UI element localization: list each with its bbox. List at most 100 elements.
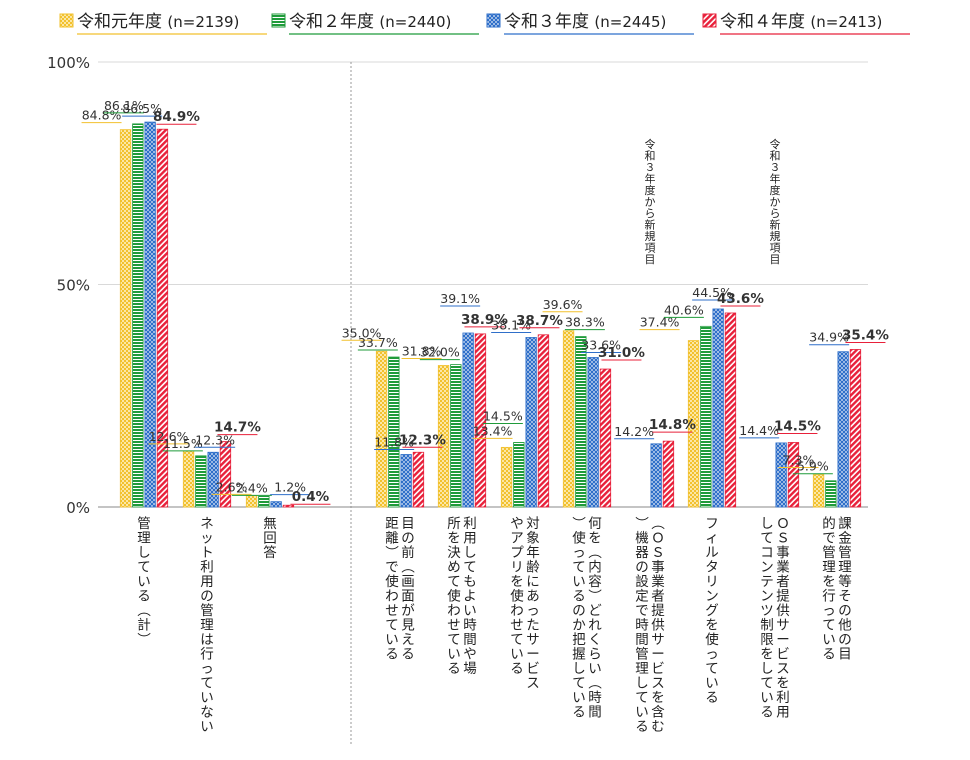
data-label: 14.7% xyxy=(214,420,261,436)
data-label: 12.6% xyxy=(149,429,189,444)
category-label-char: や xyxy=(463,647,477,663)
category-label-char: ル xyxy=(705,545,719,561)
category-label-char: ッ xyxy=(200,531,214,547)
legend-swatch xyxy=(271,13,286,28)
category-label-char: い xyxy=(200,690,214,706)
category-label-char: て xyxy=(760,676,774,692)
category-label-char: を xyxy=(588,531,602,547)
category-label-char: 提 xyxy=(776,589,790,605)
bar xyxy=(587,357,599,508)
category-label-char: 業 xyxy=(651,574,665,590)
category-note-char: 目 xyxy=(645,253,656,266)
category-label-char: テ xyxy=(760,574,774,590)
bar xyxy=(849,349,862,508)
category-label-char: の xyxy=(401,531,415,547)
bar xyxy=(474,333,487,508)
data-label: 14.8% xyxy=(649,417,696,433)
category-label-char: 使 xyxy=(385,573,399,590)
category-label-char: 含 xyxy=(651,705,665,721)
category-label-char: サ xyxy=(526,632,540,648)
category-label-char: 何 xyxy=(588,516,602,532)
category-label-char: 計 xyxy=(137,618,151,634)
category-label-char: 理 xyxy=(200,618,214,634)
category-label-char: め xyxy=(447,560,461,576)
legend-series-n: (n=2445) xyxy=(594,13,666,31)
data-label: 12.3% xyxy=(195,432,235,447)
category-label-char: む xyxy=(651,719,665,735)
category-label-char: い xyxy=(447,647,461,663)
bar xyxy=(375,350,388,508)
category-label-char: 対 xyxy=(526,516,540,532)
category-label-char: の xyxy=(838,603,852,619)
bar xyxy=(219,441,232,508)
category-label-char: て xyxy=(447,574,461,590)
category-label-char: い xyxy=(588,661,602,677)
category-note-char: か xyxy=(770,196,781,209)
category-label-char: わ xyxy=(510,603,524,619)
category-label-char: 等 xyxy=(838,573,852,590)
bar xyxy=(245,495,258,508)
category-label-char: （ xyxy=(586,545,602,559)
category-label-char: 場 xyxy=(463,661,477,677)
data-label: 39.6% xyxy=(543,297,583,312)
data-label: 33.6% xyxy=(581,337,621,352)
category-label-char: っ xyxy=(572,545,586,561)
category-label-char: 利 xyxy=(776,690,790,706)
category-label-char: 見 xyxy=(401,618,415,634)
category-note-char: 新 xyxy=(645,218,656,232)
bar xyxy=(195,455,207,508)
category-label-char: で xyxy=(822,531,836,547)
category-label-char: Ｓ xyxy=(776,531,790,547)
category-label-char: 所 xyxy=(447,516,461,532)
category-label-char: わ xyxy=(447,603,461,619)
data-label: 2.6% xyxy=(216,479,248,494)
category-label-char: る xyxy=(137,589,151,605)
category-label-char: 決 xyxy=(447,545,461,561)
y-tick-label: 50% xyxy=(57,277,90,295)
category-label-char: て xyxy=(635,690,649,706)
legend-series-name: 令和４年度 xyxy=(720,12,810,32)
value-labels: 84.8%86.1%86.5%84.9%12.6%11.5%12.3%14.7%… xyxy=(81,98,889,505)
category-label-char: 課 xyxy=(838,516,852,532)
data-label: 38.1% xyxy=(491,317,531,332)
category-label-char: プ xyxy=(510,545,524,561)
bar xyxy=(700,325,712,508)
bar xyxy=(258,495,270,508)
category-label-char: っ xyxy=(705,647,719,663)
category-label-char: せ xyxy=(510,618,524,634)
bar xyxy=(462,332,474,508)
category-note-char: 年 xyxy=(770,172,781,186)
data-label: 84.9% xyxy=(153,109,200,125)
category-label-char: い xyxy=(200,719,214,735)
category-label-char: Ｏ xyxy=(651,531,665,547)
legend-entry: 令和２年度 (n=2440) xyxy=(289,12,451,32)
category-label-char: く xyxy=(588,632,602,648)
category-label-char: 年 xyxy=(526,545,540,561)
bar xyxy=(599,368,612,508)
bar xyxy=(437,365,450,508)
bar xyxy=(388,356,400,508)
category-label-char: ビ xyxy=(651,661,665,677)
data-label: 38.7% xyxy=(516,313,563,329)
category-label-char: 間 xyxy=(588,705,602,721)
category-label-char: リ xyxy=(705,574,719,590)
category-label-char: し xyxy=(760,661,774,677)
category-label-char: し xyxy=(572,661,586,677)
bar xyxy=(270,501,282,508)
category-label-char: せ xyxy=(447,618,461,634)
legend: 令和元年度 (n=2139) 令和２年度 (n=2440) 令和３年度 (n=244… xyxy=(59,12,910,35)
category-label-char: を xyxy=(760,647,774,663)
category-label-char: 管 xyxy=(838,545,852,561)
category-note-char: ら xyxy=(770,207,781,220)
legend-series-name: 令和３年度 xyxy=(504,12,594,32)
category-label-char: る xyxy=(635,719,649,735)
data-label: 1.2% xyxy=(274,480,306,495)
data-label: 31.0% xyxy=(598,345,645,361)
category-label-char: 管 xyxy=(635,647,649,663)
category-label-char: ） xyxy=(383,545,399,559)
category-label-char: そ xyxy=(838,589,852,605)
category-label-char: 使 xyxy=(447,588,461,605)
